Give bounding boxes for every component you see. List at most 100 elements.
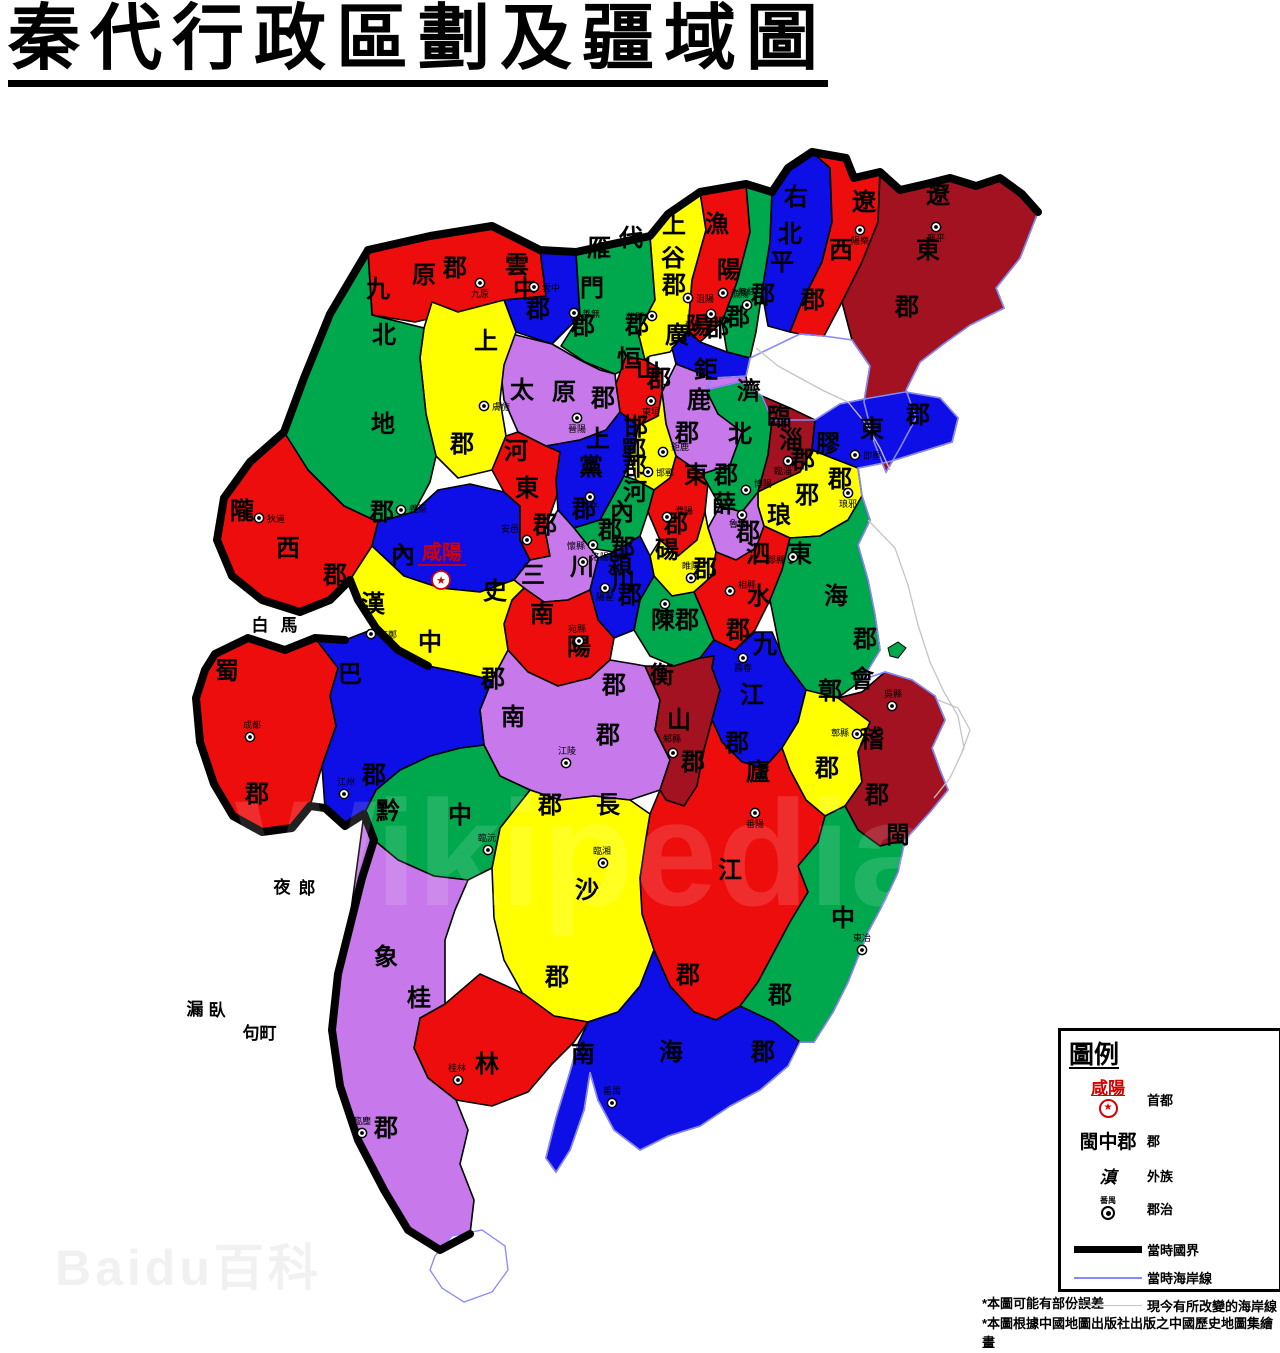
region-label-陳郡: 郡 bbox=[674, 607, 699, 634]
region-label-九原郡: 九 bbox=[365, 276, 390, 303]
region-label-潁川郡: 潁 bbox=[608, 552, 632, 579]
seat-marker-dot-南鄭 bbox=[369, 632, 373, 636]
seat-marker-dot-九原 bbox=[478, 281, 482, 285]
seat-marker-dot-臨塵 bbox=[360, 1131, 364, 1135]
legend-row-commandery: 閩中郡 郡 bbox=[1069, 1127, 1271, 1154]
seat-label-長子: 長子 bbox=[581, 502, 599, 512]
region-label-河內郡: 郡 bbox=[597, 517, 622, 544]
seat-marker-dot-膚施 bbox=[482, 404, 486, 408]
region-label-漢中郡: 中 bbox=[418, 629, 442, 656]
region-label-內史: 史 bbox=[483, 578, 508, 605]
seat-label-江州: 江州 bbox=[337, 777, 355, 787]
region-label-太原郡: 原 bbox=[552, 379, 576, 406]
region-label-恒山郡: 郡 bbox=[646, 366, 671, 393]
seat-marker-dot-陳縣 bbox=[663, 602, 667, 606]
seat-marker-dot-郯縣 bbox=[791, 555, 795, 559]
region-label-東海郡: 海 bbox=[824, 582, 848, 610]
region-label-九原郡: 郡 bbox=[442, 255, 467, 282]
national-border-3 bbox=[192, 634, 349, 836]
seat-label-郯縣: 郯縣 bbox=[767, 554, 785, 565]
seat-label-洛陽: 洛陽 bbox=[591, 551, 609, 562]
seat-label-襄平: 襄平 bbox=[927, 232, 945, 243]
region-label-衡山郡: 衡 bbox=[650, 661, 674, 689]
seat-marker-dot-江州 bbox=[342, 792, 346, 796]
region-label-東海郡: 郡 bbox=[852, 626, 877, 653]
tribe-label-夜郎: 夜 bbox=[273, 877, 293, 897]
region-label-九江郡: 江 bbox=[740, 682, 764, 709]
region-label-雁門郡: 雁 bbox=[587, 235, 611, 262]
seat-label-陽翟: 陽翟 bbox=[596, 592, 614, 602]
seat-label-濮陽: 濮陽 bbox=[675, 505, 693, 516]
region-label-會稽郡: 會 bbox=[850, 665, 875, 693]
region-label-鄣郡: 鄣 bbox=[818, 677, 842, 705]
seat-marker-dot-宛縣 bbox=[577, 639, 581, 643]
seat-label-沮陽: 沮陽 bbox=[696, 293, 714, 304]
tribe-label-句町: 句 bbox=[243, 1023, 262, 1043]
seat-label-即墨: 即墨 bbox=[863, 451, 881, 461]
region-label-琅邪郡: 琅 bbox=[767, 501, 791, 529]
region-label-臨淄郡: 臨 bbox=[767, 403, 791, 431]
seat-marker-dot-番禺 bbox=[610, 1101, 614, 1105]
capital-sample-label: 咸陽 bbox=[1091, 1079, 1125, 1098]
region-label-九原郡: 原 bbox=[412, 262, 436, 289]
center-watermark: Wikipedia bbox=[235, 769, 935, 937]
seat-label-雲中: 雲中 bbox=[542, 282, 560, 293]
region-label-薛郡: 郡 bbox=[735, 519, 760, 546]
region-label-太原郡: 郡 bbox=[590, 385, 615, 412]
region-label-遼西郡: 西 bbox=[829, 237, 853, 264]
region-label-濟北郡: 濟 bbox=[737, 377, 761, 405]
seat-label-相縣: 相縣 bbox=[738, 579, 756, 590]
capital-star-circle bbox=[431, 570, 451, 590]
seat-marker-dot-無終 bbox=[745, 303, 749, 307]
capital-label: 咸陽 bbox=[422, 541, 462, 564]
region-label-閩中郡: 閩 bbox=[886, 822, 910, 849]
seat-marker-dot-相縣 bbox=[728, 589, 732, 593]
region-label-遼東郡: 東 bbox=[916, 237, 940, 264]
tribe-label-句町: 町 bbox=[260, 1024, 279, 1043]
seat-label-番陽: 番陽 bbox=[746, 818, 764, 829]
region-label-濟北郡: 北 bbox=[728, 421, 752, 448]
region-label-恒山郡: 山 bbox=[636, 356, 660, 383]
region-label-隴西郡: 西 bbox=[276, 535, 300, 562]
region-label-上谷郡: 谷 bbox=[661, 245, 686, 272]
page-title: 秦代行政區劃及疆域圖 bbox=[8, 1, 829, 87]
region-label-邯鄲郡: 鄲 bbox=[622, 437, 646, 464]
region-label-桂林郡: 桂 bbox=[407, 985, 431, 1012]
seat-label-陳縣: 陳縣 bbox=[656, 609, 674, 619]
region-label-河內郡: 河 bbox=[623, 479, 647, 506]
legend-title: 圖例 bbox=[1069, 1041, 1120, 1069]
region-label-泗水郡: 水 bbox=[747, 583, 772, 610]
seat-marker-dot-陽樂 bbox=[858, 228, 862, 232]
seat-label-九原: 九原 bbox=[471, 289, 489, 299]
seat-label-臨湘: 臨湘 bbox=[593, 845, 611, 856]
tribe-desc: 外族 bbox=[1147, 1169, 1174, 1184]
region-label-廣陽郡: 廣 bbox=[665, 321, 689, 349]
seat-label-晉陽: 晉陽 bbox=[568, 424, 586, 434]
seat-marker-dot-雲中 bbox=[532, 285, 536, 289]
region-label-邯鄲郡: 郡 bbox=[622, 454, 647, 481]
seat-marker-dot-邯鄲 bbox=[646, 470, 650, 474]
region-label-北地郡: 地 bbox=[371, 411, 395, 438]
seat-marker-dot-代縣 bbox=[650, 314, 654, 318]
region-label-黔中郡: 中 bbox=[448, 802, 472, 829]
national-border-1 bbox=[213, 246, 372, 616]
seat-marker-dot-琅邪 bbox=[846, 491, 850, 495]
region-label-南海郡: 海 bbox=[659, 1038, 683, 1066]
region-label-南郡: 郡 bbox=[595, 722, 620, 749]
region-label-薛郡: 薛 bbox=[712, 491, 736, 518]
region-label-北地郡: 北 bbox=[372, 322, 396, 349]
seat-label-狄道: 狄道 bbox=[267, 513, 285, 524]
footnote-2: *本圖根據中國地圖出版社出版之中國歷史地圖集繪畫 bbox=[982, 1315, 1274, 1351]
seat-marker-dot-善無 bbox=[572, 311, 576, 315]
seat-marker-dot-東冶 bbox=[860, 948, 864, 952]
region-label-上郡: 上 bbox=[474, 328, 498, 355]
seat-label-義渠: 義渠 bbox=[409, 503, 427, 514]
region-label-遼西郡: 郡 bbox=[800, 287, 825, 314]
region-label-長沙郡: 郡 bbox=[544, 964, 569, 991]
region-label-廬江郡: 郡 bbox=[675, 962, 700, 989]
seat-label-懷縣: 懷縣 bbox=[567, 540, 585, 551]
seat-label-臨淄: 臨淄 bbox=[774, 465, 792, 476]
seat-marker-dot-即墨 bbox=[853, 453, 857, 457]
seat-marker-dot-懷縣 bbox=[591, 543, 595, 547]
region-label-河東郡: 郡 bbox=[532, 512, 557, 539]
